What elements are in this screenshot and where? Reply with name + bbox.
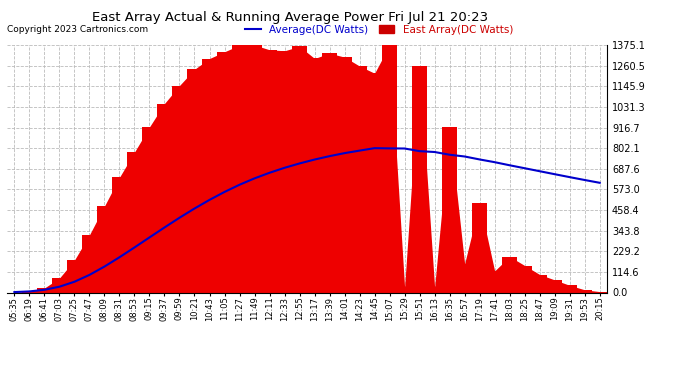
Text: East Array Actual & Running Average Power Fri Jul 21 20:23: East Array Actual & Running Average Powe… — [92, 11, 488, 24]
Bar — [382, 45, 397, 292]
Bar — [547, 280, 562, 292]
Bar — [277, 51, 292, 292]
Bar — [82, 235, 97, 292]
Bar — [472, 202, 487, 292]
Bar — [97, 206, 112, 292]
Bar — [217, 52, 232, 292]
Bar — [292, 46, 307, 292]
Bar — [337, 57, 352, 292]
Bar — [67, 260, 82, 292]
Bar — [502, 256, 518, 292]
Bar — [352, 66, 367, 292]
Legend: Average(DC Watts), East Array(DC Watts): Average(DC Watts), East Array(DC Watts) — [241, 21, 518, 39]
Bar — [127, 152, 142, 292]
Bar — [518, 266, 532, 292]
Bar — [202, 58, 217, 292]
Bar — [262, 50, 277, 292]
Bar — [172, 86, 187, 292]
Bar — [578, 290, 592, 292]
Bar — [532, 274, 547, 292]
Bar — [22, 291, 37, 292]
Bar — [457, 264, 472, 292]
Bar — [157, 104, 172, 292]
Bar — [412, 66, 427, 292]
Bar — [232, 45, 247, 292]
Bar — [442, 127, 457, 292]
Bar — [52, 278, 67, 292]
Bar — [562, 285, 578, 292]
Bar — [142, 127, 157, 292]
Bar — [307, 58, 322, 292]
Bar — [37, 288, 52, 292]
Bar — [427, 287, 442, 292]
Bar — [487, 271, 502, 292]
Bar — [247, 45, 262, 292]
Text: Copyright 2023 Cartronics.com: Copyright 2023 Cartronics.com — [7, 25, 148, 34]
Bar — [322, 53, 337, 292]
Bar — [112, 177, 127, 292]
Bar — [397, 287, 412, 292]
Bar — [367, 73, 382, 292]
Bar — [187, 69, 202, 292]
